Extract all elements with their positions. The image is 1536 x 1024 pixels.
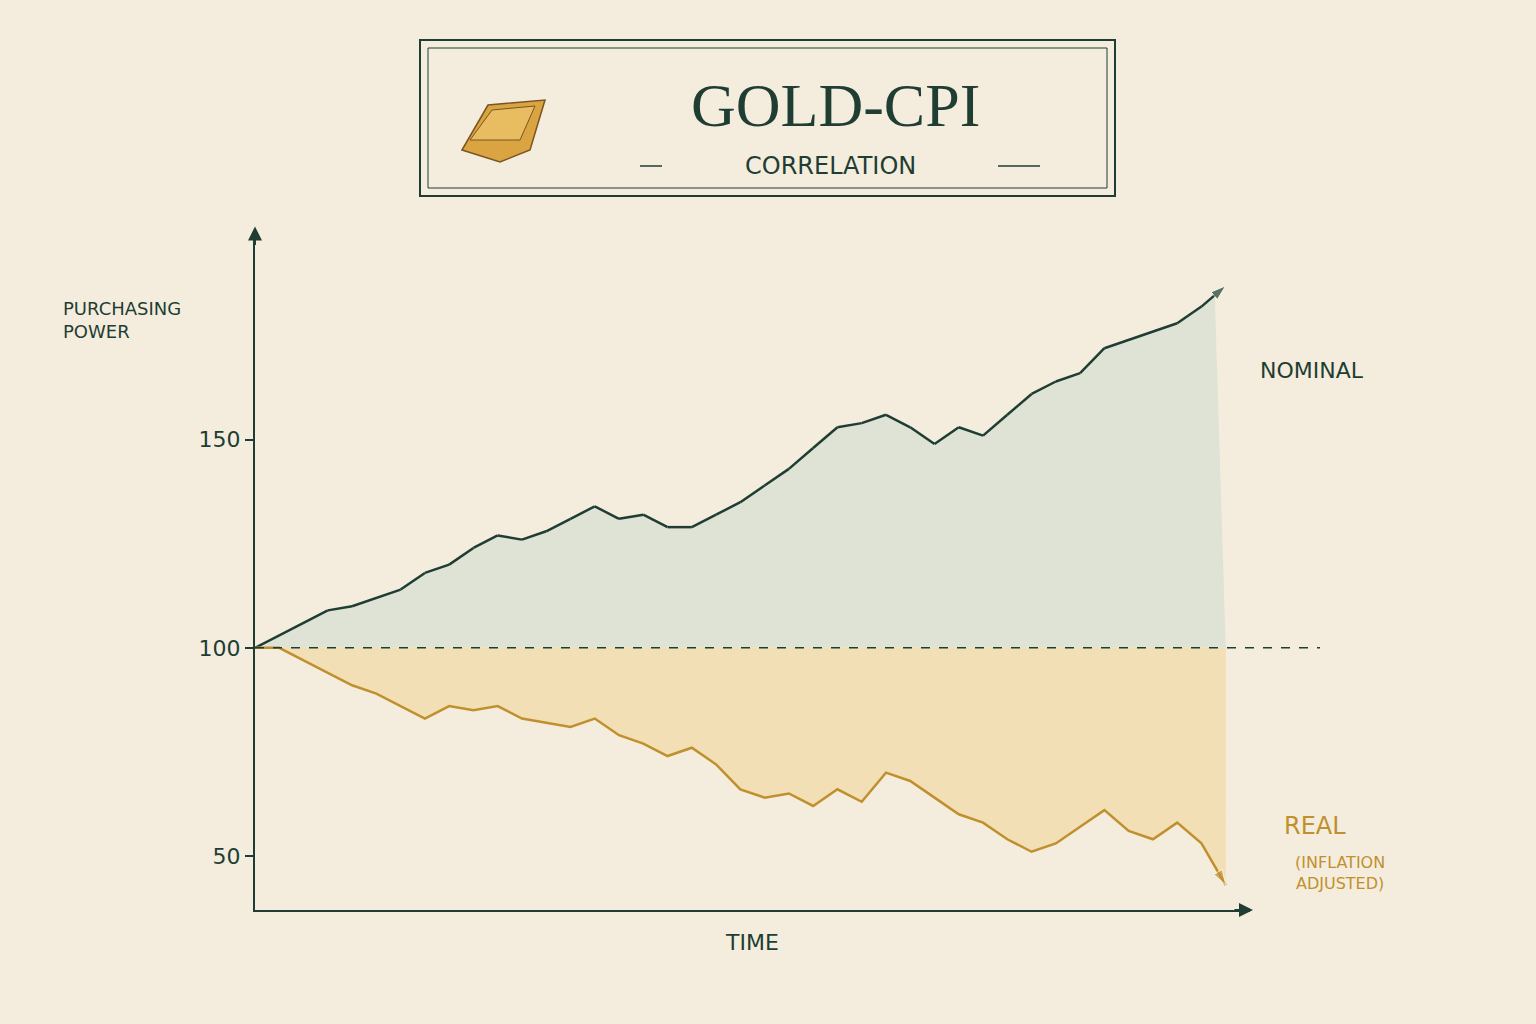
svg-text:(INFLATIONADJUSTED): (INFLATIONADJUSTED)	[1295, 853, 1385, 893]
svg-text:PURCHASINGPOWER: PURCHASINGPOWER	[63, 298, 181, 342]
svg-text:GOLD-CPI: GOLD-CPI	[691, 71, 980, 139]
svg-text:REAL: REAL	[1284, 812, 1346, 840]
svg-text:150: 150	[199, 427, 241, 452]
svg-text:TIME: TIME	[725, 930, 779, 955]
svg-text:NOMINAL: NOMINAL	[1260, 358, 1364, 383]
svg-text:CORRELATION: CORRELATION	[745, 152, 916, 180]
svg-text:50: 50	[213, 844, 241, 869]
svg-text:100: 100	[199, 636, 241, 661]
